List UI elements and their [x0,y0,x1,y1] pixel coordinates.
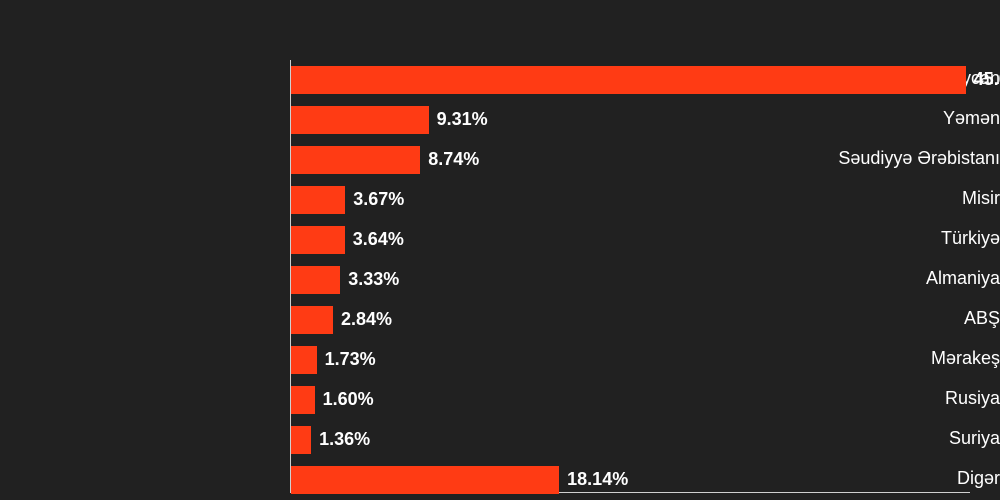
bar [291,386,315,414]
bar-value-label: 3.64% [353,229,404,250]
bar [291,426,311,454]
category-label: Səudiyyə Ərəbistanı [722,148,1000,169]
category-label: ABŞ [722,308,1000,329]
bar-value-label: 1.60% [323,389,374,410]
bar-row: ABŞ 2.84% [0,300,1000,340]
bar-row: Misir 3.67% [0,180,1000,220]
bar-row: Almaniya 3.33% [0,260,1000,300]
category-label: Almaniya [722,268,1000,289]
category-label: Digər [722,468,1000,489]
category-label: Misir [722,188,1000,209]
bar [291,226,345,254]
category-label: Rusiya [722,388,1000,409]
category-label: Yəmən [722,108,1000,129]
bar-row: Yəmən 9.31% [0,100,1000,140]
bar [291,466,559,494]
bar-value-label: 45.64% [974,69,1000,90]
bar-value-label: 3.67% [353,189,404,210]
bar-value-label: 8.74% [428,149,479,170]
bar-row: Azərbaycan45.64% [0,60,1000,100]
bar [291,66,966,94]
bar-value-label: 1.36% [319,429,370,450]
bar-value-label: 1.73% [325,349,376,370]
bar-row: Türkiyə 3.64% [0,220,1000,260]
category-label: Suriya [722,428,1000,449]
bar-row: Səudiyyə Ərəbistanı 8.74% [0,140,1000,180]
bar [291,146,420,174]
bar [291,306,333,334]
country-distribution-bar-chart: Azərbaycan45.64% Yəmən 9.31% Səudiyyə Ərəbi… [0,0,1000,500]
bar [291,106,429,134]
category-label: Mərakeş [722,348,1000,369]
bar [291,346,317,374]
bar-row: Mərakeş 1.73% [0,340,1000,380]
category-label: Türkiyə [722,228,1000,249]
bar [291,266,340,294]
bar-value-label: 2.84% [341,309,392,330]
bar-value-label: 3.33% [348,269,399,290]
bar [291,186,345,214]
bar-row: Suriya 1.36% [0,420,1000,460]
bar-row: Digər 18.14% [0,460,1000,500]
bar-value-label: 9.31% [437,109,488,130]
bar-row: Rusiya 1.60% [0,380,1000,420]
bar-value-label: 18.14% [567,469,628,490]
